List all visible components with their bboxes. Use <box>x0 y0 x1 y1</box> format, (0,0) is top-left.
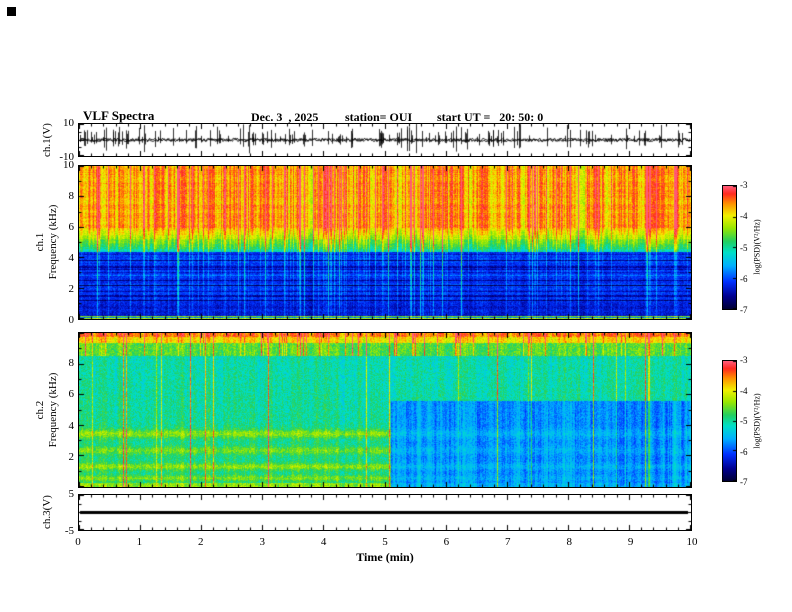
ch2-frequency-tick-label: 8 <box>68 357 75 370</box>
ch1-waveform-canvas <box>79 124 691 156</box>
colorbar-tick-label: -4 <box>740 211 748 222</box>
ch2-frequency-tick-label: 6 <box>68 388 75 401</box>
ch1-voltage-axis-label: ch.1(V) <box>41 123 53 157</box>
colorbar-tick-label: -7 <box>740 305 748 315</box>
colorbar-tick-label: -6 <box>740 446 748 457</box>
ch2-frequency-tick-label: 4 <box>68 419 75 432</box>
ch3-waveform-panel <box>78 494 692 531</box>
colorbar-1-canvas <box>723 186 736 309</box>
ch1-frequency-tick-label: 8 <box>68 190 75 202</box>
time-tick-label: 5 <box>382 536 388 548</box>
figure-title: VLF Spectra <box>83 108 155 123</box>
time-tick-label: 8 <box>566 536 572 548</box>
ch1-voltage-tick-label: -10 <box>59 151 74 163</box>
ch3-waveform-canvas <box>79 495 691 530</box>
colorbar2-axis-label: log(PSD)(V²/Hz) <box>752 393 762 449</box>
ch2-spectrogram-canvas <box>79 333 691 487</box>
ch2-spectrogram-axis-label-line1: ch.2 <box>34 400 46 420</box>
ch1-spectrogram-axis-label-line1: ch.1 <box>34 232 46 252</box>
station-label: station= OUI <box>345 110 413 124</box>
ch1-frequency-tick-label: 2 <box>68 283 75 295</box>
ch3-voltage-axis-label: ch.3(V) <box>41 495 53 529</box>
date-label: Dec. 3 , 2025 <box>251 110 319 124</box>
ch3-voltage-tick-label: 5 <box>68 488 75 500</box>
time-tick-label: 10 <box>686 536 698 548</box>
start-ut-label: start UT = 20: 50: 0 <box>437 110 544 124</box>
ch1-frequency-tick-label: 6 <box>68 221 75 233</box>
colorbar-tick-label: -4 <box>740 385 748 396</box>
ch1-frequency-tick-label: 0 <box>68 314 75 326</box>
time-tick-label: 0 <box>75 536 81 548</box>
time-tick-label: 9 <box>627 536 634 548</box>
ch1-spectrogram-axis-label-line2: Frequency (kHz) <box>47 204 59 280</box>
ch2-spectrogram-axis-label-line2: Frequency (kHz) <box>47 372 59 448</box>
ch1-frequency-tick-label: 4 <box>68 252 75 264</box>
time-tick-label: 1 <box>136 536 143 548</box>
colorbar-tick-label: -6 <box>740 273 748 284</box>
colorbar-tick-label: -7 <box>740 477 748 487</box>
colorbar-tick-label: -3 <box>740 355 748 365</box>
time-tick-label: 2 <box>198 536 204 548</box>
ch2-spectrogram-panel <box>78 332 692 488</box>
colorbar-2-canvas <box>723 361 736 481</box>
ch1-frequency-tick-label: 10 <box>63 159 74 171</box>
colorbar-tick-label: -5 <box>740 416 748 426</box>
colorbar-tick-label: -3 <box>740 180 748 190</box>
time-tick-label: 7 <box>505 536 511 548</box>
colorbar-2 <box>722 360 737 482</box>
time-tick-label: 6 <box>443 536 450 548</box>
colorbar-1 <box>722 185 737 310</box>
time-tick-label: 4 <box>320 536 327 548</box>
time-axis-label: Time (min) <box>356 550 414 564</box>
ch1-waveform-panel <box>78 123 692 157</box>
colorbar1-axis-label: log(PSD)(V²/Hz) <box>752 219 762 275</box>
ch3-voltage-tick-label: -5 <box>64 525 74 537</box>
ch1-voltage-tick-label: 10 <box>63 117 74 129</box>
screen-corner-artifact <box>7 7 16 16</box>
ch1-spectrogram-panel <box>78 165 692 320</box>
ch2-frequency-tick-label: 2 <box>68 450 75 463</box>
ch1-spectrogram-canvas <box>79 166 691 319</box>
time-tick-label: 3 <box>259 536 265 548</box>
colorbar-tick-label: -5 <box>740 242 748 253</box>
